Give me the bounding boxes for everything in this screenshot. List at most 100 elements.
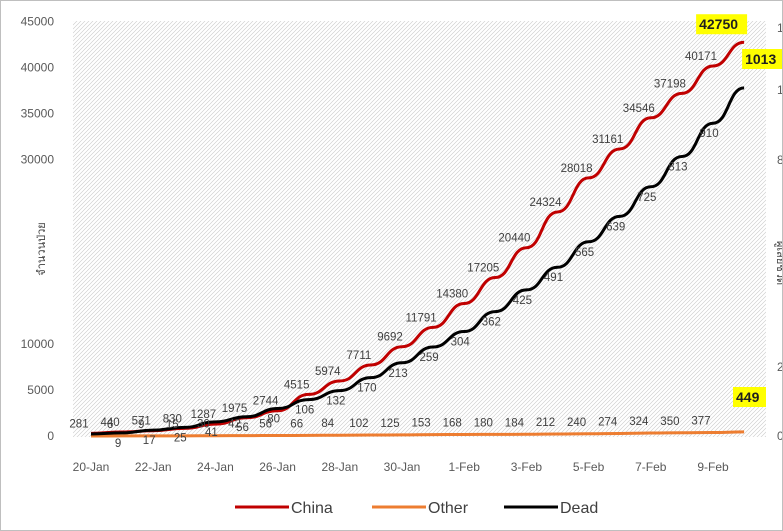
data-label-other: 180 bbox=[474, 417, 493, 429]
data-label-china: 17205 bbox=[467, 263, 499, 275]
data-label-dead: 725 bbox=[637, 192, 656, 204]
data-label-china: 2744 bbox=[253, 396, 279, 408]
legend-label-dead: Dead bbox=[560, 500, 598, 517]
x-tick-label: 22-Jan bbox=[135, 460, 172, 474]
data-label-other: 350 bbox=[660, 416, 679, 428]
legend-label-other: Other bbox=[428, 500, 469, 517]
data-label-dead: 1013 bbox=[745, 51, 776, 67]
data-label-dead: 132 bbox=[326, 396, 345, 408]
y-tick-label: 10000 bbox=[21, 337, 55, 351]
data-label-china: 37198 bbox=[654, 78, 686, 90]
y-tick-label: 0 bbox=[47, 429, 54, 443]
data-label-highlight bbox=[742, 49, 782, 69]
data-label-china: 830 bbox=[163, 413, 182, 425]
data-label-china: 14380 bbox=[436, 289, 468, 301]
x-tick-label: 9-Feb bbox=[697, 460, 729, 474]
data-label-other: 66 bbox=[290, 418, 303, 430]
data-label-dead: 425 bbox=[513, 295, 532, 307]
data-label-dead: 106 bbox=[295, 405, 314, 417]
data-label-china: 40171 bbox=[685, 51, 717, 63]
data-label-other: 84 bbox=[321, 418, 334, 430]
data-label-china: 5974 bbox=[315, 366, 341, 378]
y-tick-label: 5000 bbox=[27, 383, 54, 397]
data-label-china: 34546 bbox=[623, 103, 655, 115]
data-label-china: 571 bbox=[132, 416, 151, 428]
data-label-other: 6 bbox=[107, 419, 113, 431]
data-label-dead: 362 bbox=[482, 317, 501, 329]
data-label-other: 9 bbox=[138, 419, 144, 431]
data-label-other: 449 bbox=[736, 389, 760, 405]
x-tick-label: 7-Feb bbox=[635, 460, 667, 474]
data-label-dead: 565 bbox=[575, 247, 594, 259]
data-label-dead: 41 bbox=[205, 427, 218, 439]
legend-label-china: China bbox=[291, 500, 333, 517]
data-label-china: 440 bbox=[101, 417, 120, 429]
data-label-dead: 813 bbox=[668, 162, 687, 174]
data-label-other: 184 bbox=[505, 417, 525, 429]
data-label-dead: 213 bbox=[388, 368, 407, 380]
data-label-dead: 259 bbox=[420, 352, 439, 364]
data-label-highlight bbox=[733, 387, 766, 407]
x-tick-label: 3-Feb bbox=[511, 460, 543, 474]
data-label-china: 1287 bbox=[191, 409, 217, 421]
y2-tick-label: 8 bbox=[777, 153, 782, 167]
y2-tick-label: 1 bbox=[777, 83, 782, 97]
data-label-highlight bbox=[696, 14, 748, 35]
data-label-china: 7711 bbox=[347, 350, 372, 362]
data-label-china: 20440 bbox=[498, 233, 530, 245]
x-tick-label: 1-Feb bbox=[449, 460, 481, 474]
plot-area bbox=[73, 21, 766, 437]
data-label-china: 28018 bbox=[561, 163, 593, 175]
data-label-china: 31161 bbox=[592, 134, 623, 146]
data-label-china: 9692 bbox=[377, 332, 403, 344]
data-label-dead: 80 bbox=[267, 414, 280, 426]
data-label-other: 15 bbox=[166, 419, 179, 431]
y-tick-label: 45000 bbox=[21, 15, 55, 29]
data-label-other: 274 bbox=[598, 416, 618, 428]
data-label-dead: 304 bbox=[451, 337, 471, 349]
x-tick-label: 26-Jan bbox=[259, 460, 296, 474]
data-label-dead: 491 bbox=[544, 272, 563, 284]
data-label-other: 102 bbox=[349, 418, 368, 430]
y-axis-title: จำนวนป่วย bbox=[36, 222, 48, 275]
data-label-dead: 9 bbox=[115, 438, 121, 450]
data-label-other: 42 bbox=[228, 419, 241, 431]
series-line-other bbox=[90, 430, 745, 438]
data-label-dead: 25 bbox=[174, 432, 187, 444]
y-tick-label: 35000 bbox=[21, 107, 55, 121]
data-label-dead: 170 bbox=[357, 383, 376, 395]
data-label-china: 4515 bbox=[284, 379, 310, 391]
x-tick-label: 30-Jan bbox=[384, 460, 421, 474]
y2-axis-title: ผู้เสียชีวิต bbox=[774, 241, 782, 285]
data-label-dead: 639 bbox=[606, 221, 625, 233]
data-label-dead: 910 bbox=[699, 128, 718, 140]
data-label-china: 11791 bbox=[406, 312, 437, 324]
x-tick-label: 24-Jan bbox=[197, 460, 234, 474]
y2-tick-label: 0 bbox=[777, 429, 782, 443]
series-line-dead bbox=[90, 86, 745, 436]
data-label-other: 240 bbox=[567, 417, 586, 429]
series-line-china bbox=[90, 40, 745, 435]
data-label-other: 377 bbox=[691, 416, 710, 428]
data-label-dead: 56 bbox=[236, 422, 249, 434]
data-label-china: 281 bbox=[69, 418, 88, 430]
y2-tick-label: 1 bbox=[777, 21, 782, 35]
data-label-china: 42750 bbox=[699, 16, 738, 32]
data-label-other: 125 bbox=[380, 418, 399, 430]
data-label-china: 1975 bbox=[222, 403, 248, 415]
data-label-other: 30 bbox=[197, 419, 210, 431]
y-tick-label: 30000 bbox=[21, 153, 55, 167]
x-tick-label: 28-Jan bbox=[321, 460, 358, 474]
data-label-other: 168 bbox=[443, 417, 462, 429]
data-label-other: 212 bbox=[536, 417, 555, 429]
data-label-china: 24324 bbox=[530, 197, 563, 209]
y-tick-label: 40000 bbox=[21, 61, 55, 75]
data-label-other: 153 bbox=[412, 418, 431, 430]
x-tick-label: 5-Feb bbox=[573, 460, 605, 474]
data-label-dead: 17 bbox=[143, 435, 156, 447]
x-tick-label: 20-Jan bbox=[73, 460, 110, 474]
data-label-other: 56 bbox=[259, 418, 272, 430]
data-label-other: 324 bbox=[629, 416, 649, 428]
